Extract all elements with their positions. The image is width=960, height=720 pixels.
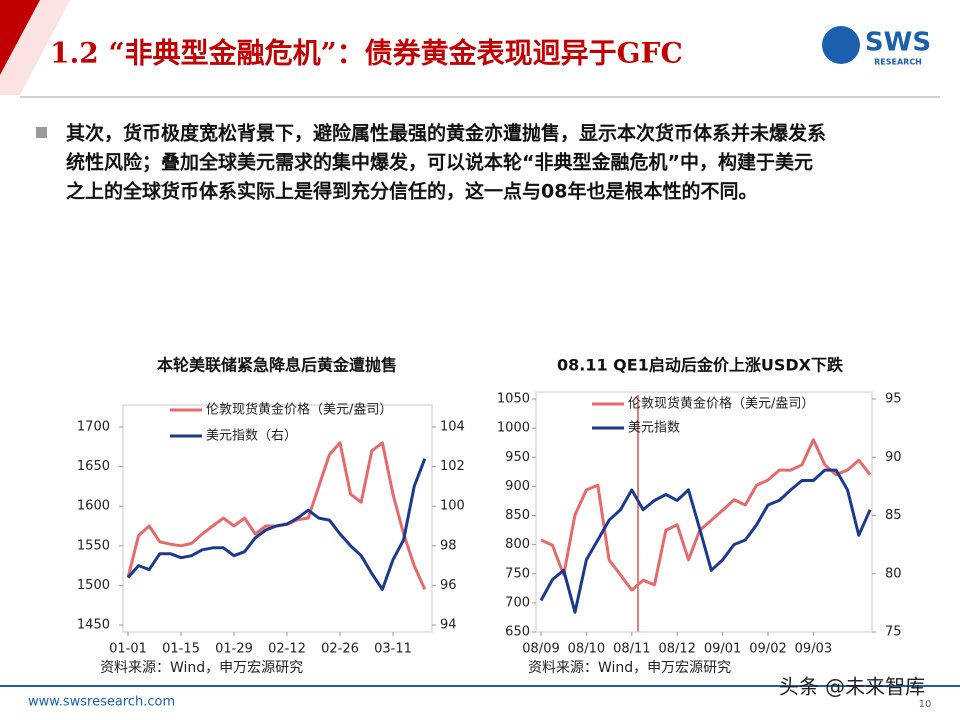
y-tick-label: 1000 [497, 421, 530, 436]
logo-icon [822, 26, 860, 64]
y-tick-label: 1700 [77, 420, 110, 435]
x-tick-label: 03-11 [374, 642, 412, 657]
series-line [126, 458, 427, 591]
plot-frame [535, 391, 873, 633]
x-tick-label: 09/03 [795, 642, 832, 657]
x-tick-label: 09/01 [704, 642, 741, 657]
x-tick-label: 01-01 [109, 642, 147, 657]
logo-sub: RESEARCH [874, 58, 922, 67]
legend-label: 伦敦现货黄金价格（美元/盎司） [206, 402, 392, 418]
body-line: 统性风险；叠加全球美元需求的集中爆发，可以说本轮“非典型金融危机”中，构建于美元 [66, 151, 813, 174]
y2-tick-label: 80 [885, 566, 902, 581]
y-tick-label: 850 [505, 508, 530, 523]
x-tick-label: 08/11 [613, 642, 650, 657]
body-text: 其次，货币极度宽松背景下，避险属性最强的黄金亦遭抛售，显示本次货币体系并未爆发系… [66, 122, 826, 203]
y2-tick-label: 90 [885, 450, 902, 465]
chart-source: 资料来源：Wind，申万宏源研究 [528, 660, 731, 676]
y-tick-label: 1550 [77, 538, 110, 553]
y-tick-label: 1450 [77, 618, 110, 633]
y-tick-label: 1050 [497, 392, 530, 407]
y-tick-label: 700 [505, 595, 530, 610]
watermark: 头条 @未来智库 [779, 675, 925, 699]
x-tick-label: 08/10 [568, 642, 605, 657]
corner-accent [0, 0, 40, 75]
y-tick-label: 1500 [77, 578, 110, 593]
body-line: 之上的全球货币体系实际上是得到充分信任的，这一点与08年也是根本性的不同。 [66, 180, 757, 203]
x-tick-label: 02-12 [268, 642, 306, 657]
body-line: 其次，货币极度宽松背景下，避险属性最强的黄金亦遭抛售，显示本次货币体系并未爆发系 [66, 122, 826, 145]
series-line [126, 441, 427, 591]
y2-tick-label: 85 [885, 508, 902, 523]
y-tick-label: 800 [505, 537, 530, 552]
x-tick-label: 08/09 [522, 642, 559, 657]
footer-url: www.swsresearch.com [28, 695, 175, 710]
chart-title: 本轮美联储紧急降息后黄金遭抛售 [157, 356, 397, 375]
y2-tick-label: 96 [440, 578, 457, 593]
chart-source: 资料来源：Wind，申万宏源研究 [100, 660, 303, 676]
logo-text: SWS [865, 28, 931, 58]
series-line [539, 468, 872, 614]
bullet [36, 127, 47, 138]
y2-tick-label: 94 [440, 618, 457, 633]
y-tick-label: 650 [505, 625, 530, 640]
y2-tick-label: 75 [885, 625, 902, 640]
x-tick-label: 09/02 [749, 642, 786, 657]
x-tick-label: 01-15 [162, 642, 200, 657]
x-tick-label: 08/12 [658, 642, 695, 657]
y-tick-label: 1600 [77, 499, 110, 514]
y-tick-label: 750 [505, 566, 530, 581]
y-tick-label: 1650 [77, 459, 110, 474]
y2-tick-label: 104 [440, 420, 465, 435]
series-line [540, 438, 872, 592]
plot-frame [122, 404, 433, 633]
y2-tick-label: 98 [440, 538, 457, 553]
y2-tick-label: 100 [440, 499, 465, 514]
legend-label: 伦敦现货黄金价格（美元/盎司） [628, 396, 814, 412]
y-tick-label: 900 [505, 479, 530, 494]
y2-tick-label: 102 [440, 459, 465, 474]
page-number: 10 [919, 699, 932, 710]
chart-title: 08.11 QE1启动后金价上涨USDX下跌 [557, 356, 844, 375]
legend-label: 美元指数（右） [206, 429, 297, 444]
y2-tick-label: 95 [885, 392, 902, 407]
x-tick-label: 01-29 [215, 642, 253, 657]
legend-label: 美元指数 [628, 421, 680, 436]
slide-title: 1.2 “非典型金融危机”：债券黄金表现迥异于GFC [50, 37, 683, 70]
y-tick-label: 950 [505, 450, 530, 465]
x-tick-label: 02-26 [321, 642, 359, 657]
